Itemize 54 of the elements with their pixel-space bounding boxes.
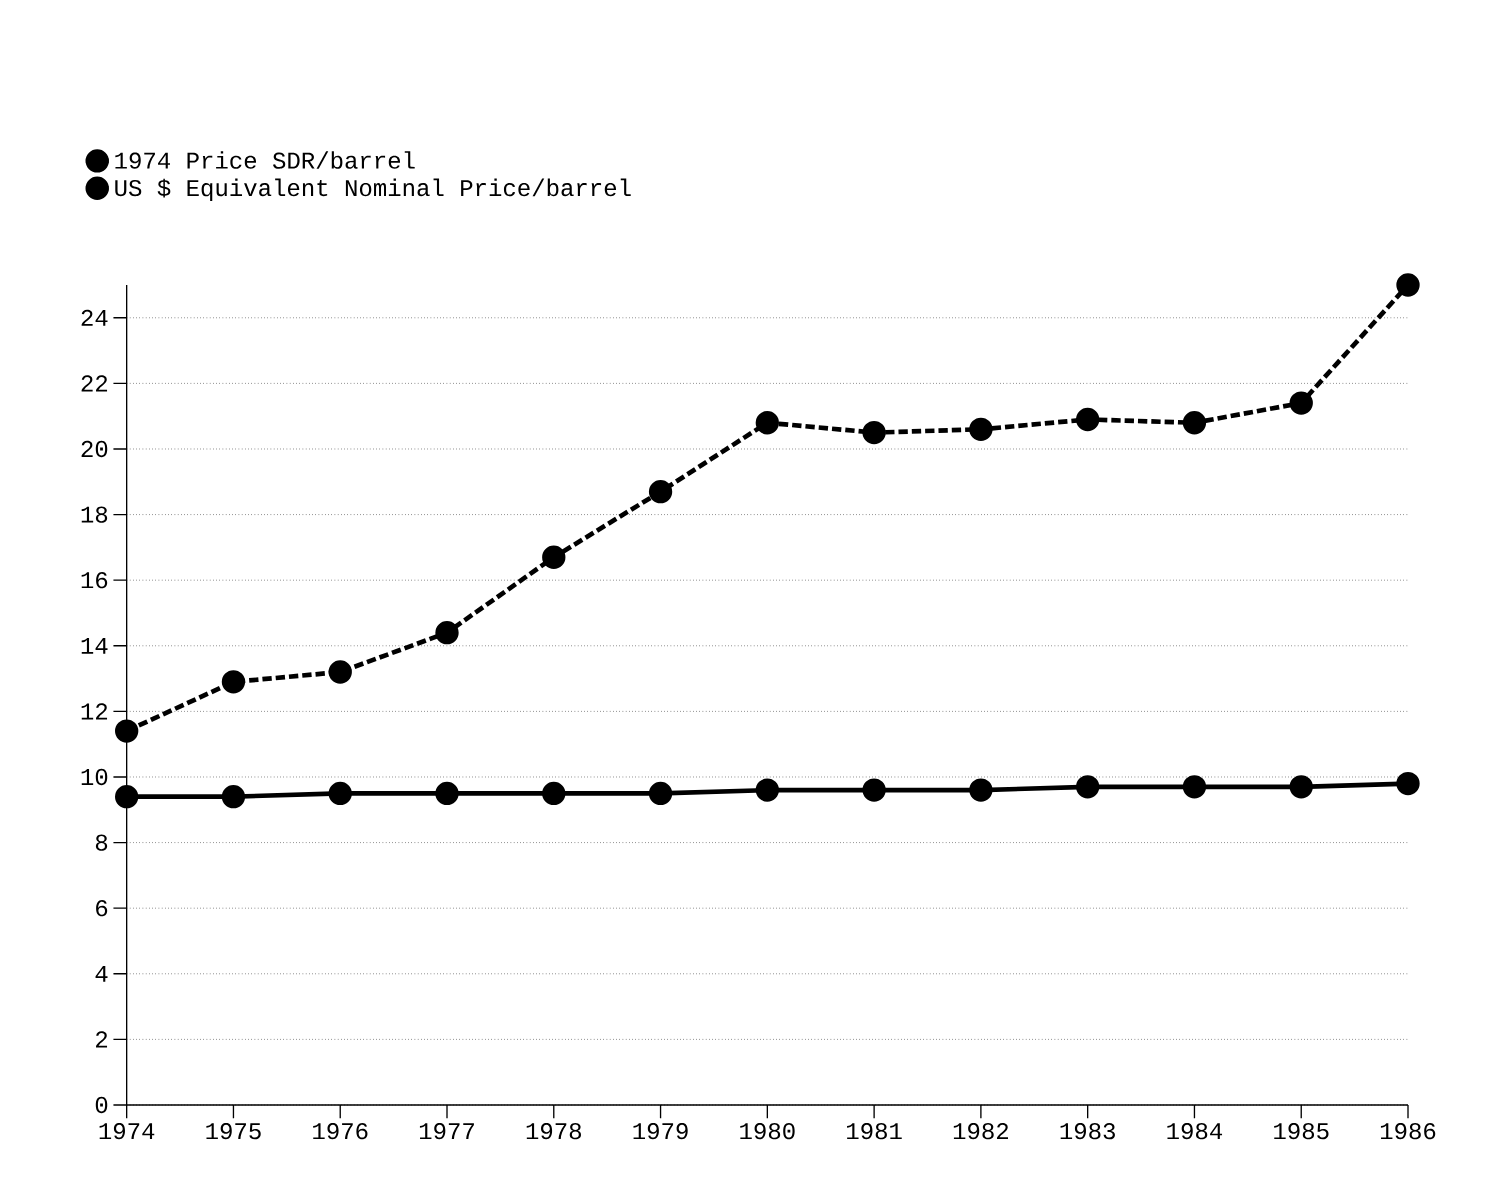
y-tick-label: 24 xyxy=(81,309,108,326)
point xyxy=(1289,391,1313,415)
x-tick-label: 1984 xyxy=(1167,1123,1223,1140)
x-tick-label: 1985 xyxy=(1274,1123,1329,1140)
legend-label: 1974 Price SDR/barrel xyxy=(115,151,415,169)
x-tick-label: 1986 xyxy=(1380,1123,1436,1140)
point xyxy=(1182,411,1207,435)
x-tick-label: 1976 xyxy=(313,1123,368,1140)
x-tick-label: 1974 xyxy=(99,1123,155,1140)
x-tick-label: 1975 xyxy=(206,1123,261,1140)
point xyxy=(755,778,780,802)
point xyxy=(542,781,566,806)
x-tick-label: 1983 xyxy=(1060,1123,1115,1140)
legend-label: US $ Equivalent Nominal Price/barrel xyxy=(115,178,631,201)
y-tick-label: 20 xyxy=(81,440,108,458)
point xyxy=(221,670,246,694)
point xyxy=(328,660,352,684)
point xyxy=(1076,775,1100,799)
point xyxy=(435,620,459,645)
x-tick-label: 1979 xyxy=(633,1123,688,1140)
point xyxy=(1396,771,1420,796)
point xyxy=(1289,775,1313,799)
y-tick-label: 8 xyxy=(95,834,108,851)
point xyxy=(1076,407,1100,432)
y-tick-label: 2 xyxy=(96,1031,108,1048)
y-tick-label: 14 xyxy=(81,637,108,654)
y-tick-label: 18 xyxy=(81,506,108,523)
point xyxy=(862,420,886,445)
point xyxy=(755,411,780,435)
point xyxy=(648,479,673,504)
point xyxy=(1396,273,1420,297)
y-tick-label: 16 xyxy=(81,572,108,589)
point xyxy=(328,781,352,806)
y-tick-label: 10 xyxy=(81,768,108,786)
point xyxy=(969,417,993,441)
y-tick-label: 4 xyxy=(95,965,108,982)
y-tick-label: 6 xyxy=(96,900,108,917)
point xyxy=(115,784,139,809)
point xyxy=(969,778,993,802)
y-tick-label: 12 xyxy=(81,703,108,720)
x-tick-label: 1978 xyxy=(526,1123,581,1140)
point xyxy=(115,719,139,743)
point xyxy=(1182,775,1207,799)
point xyxy=(862,778,886,802)
y-tick-label: 0 xyxy=(95,1096,108,1114)
point xyxy=(221,784,246,809)
point xyxy=(542,545,566,569)
point xyxy=(648,781,673,806)
point xyxy=(435,781,459,806)
x-tick-label: 1982 xyxy=(953,1123,1008,1140)
x-tick-label: 1980 xyxy=(740,1123,795,1140)
x-tick-label: 1977 xyxy=(419,1123,474,1140)
y-tick-label: 22 xyxy=(81,375,108,392)
x-tick-label: 1981 xyxy=(847,1123,902,1140)
